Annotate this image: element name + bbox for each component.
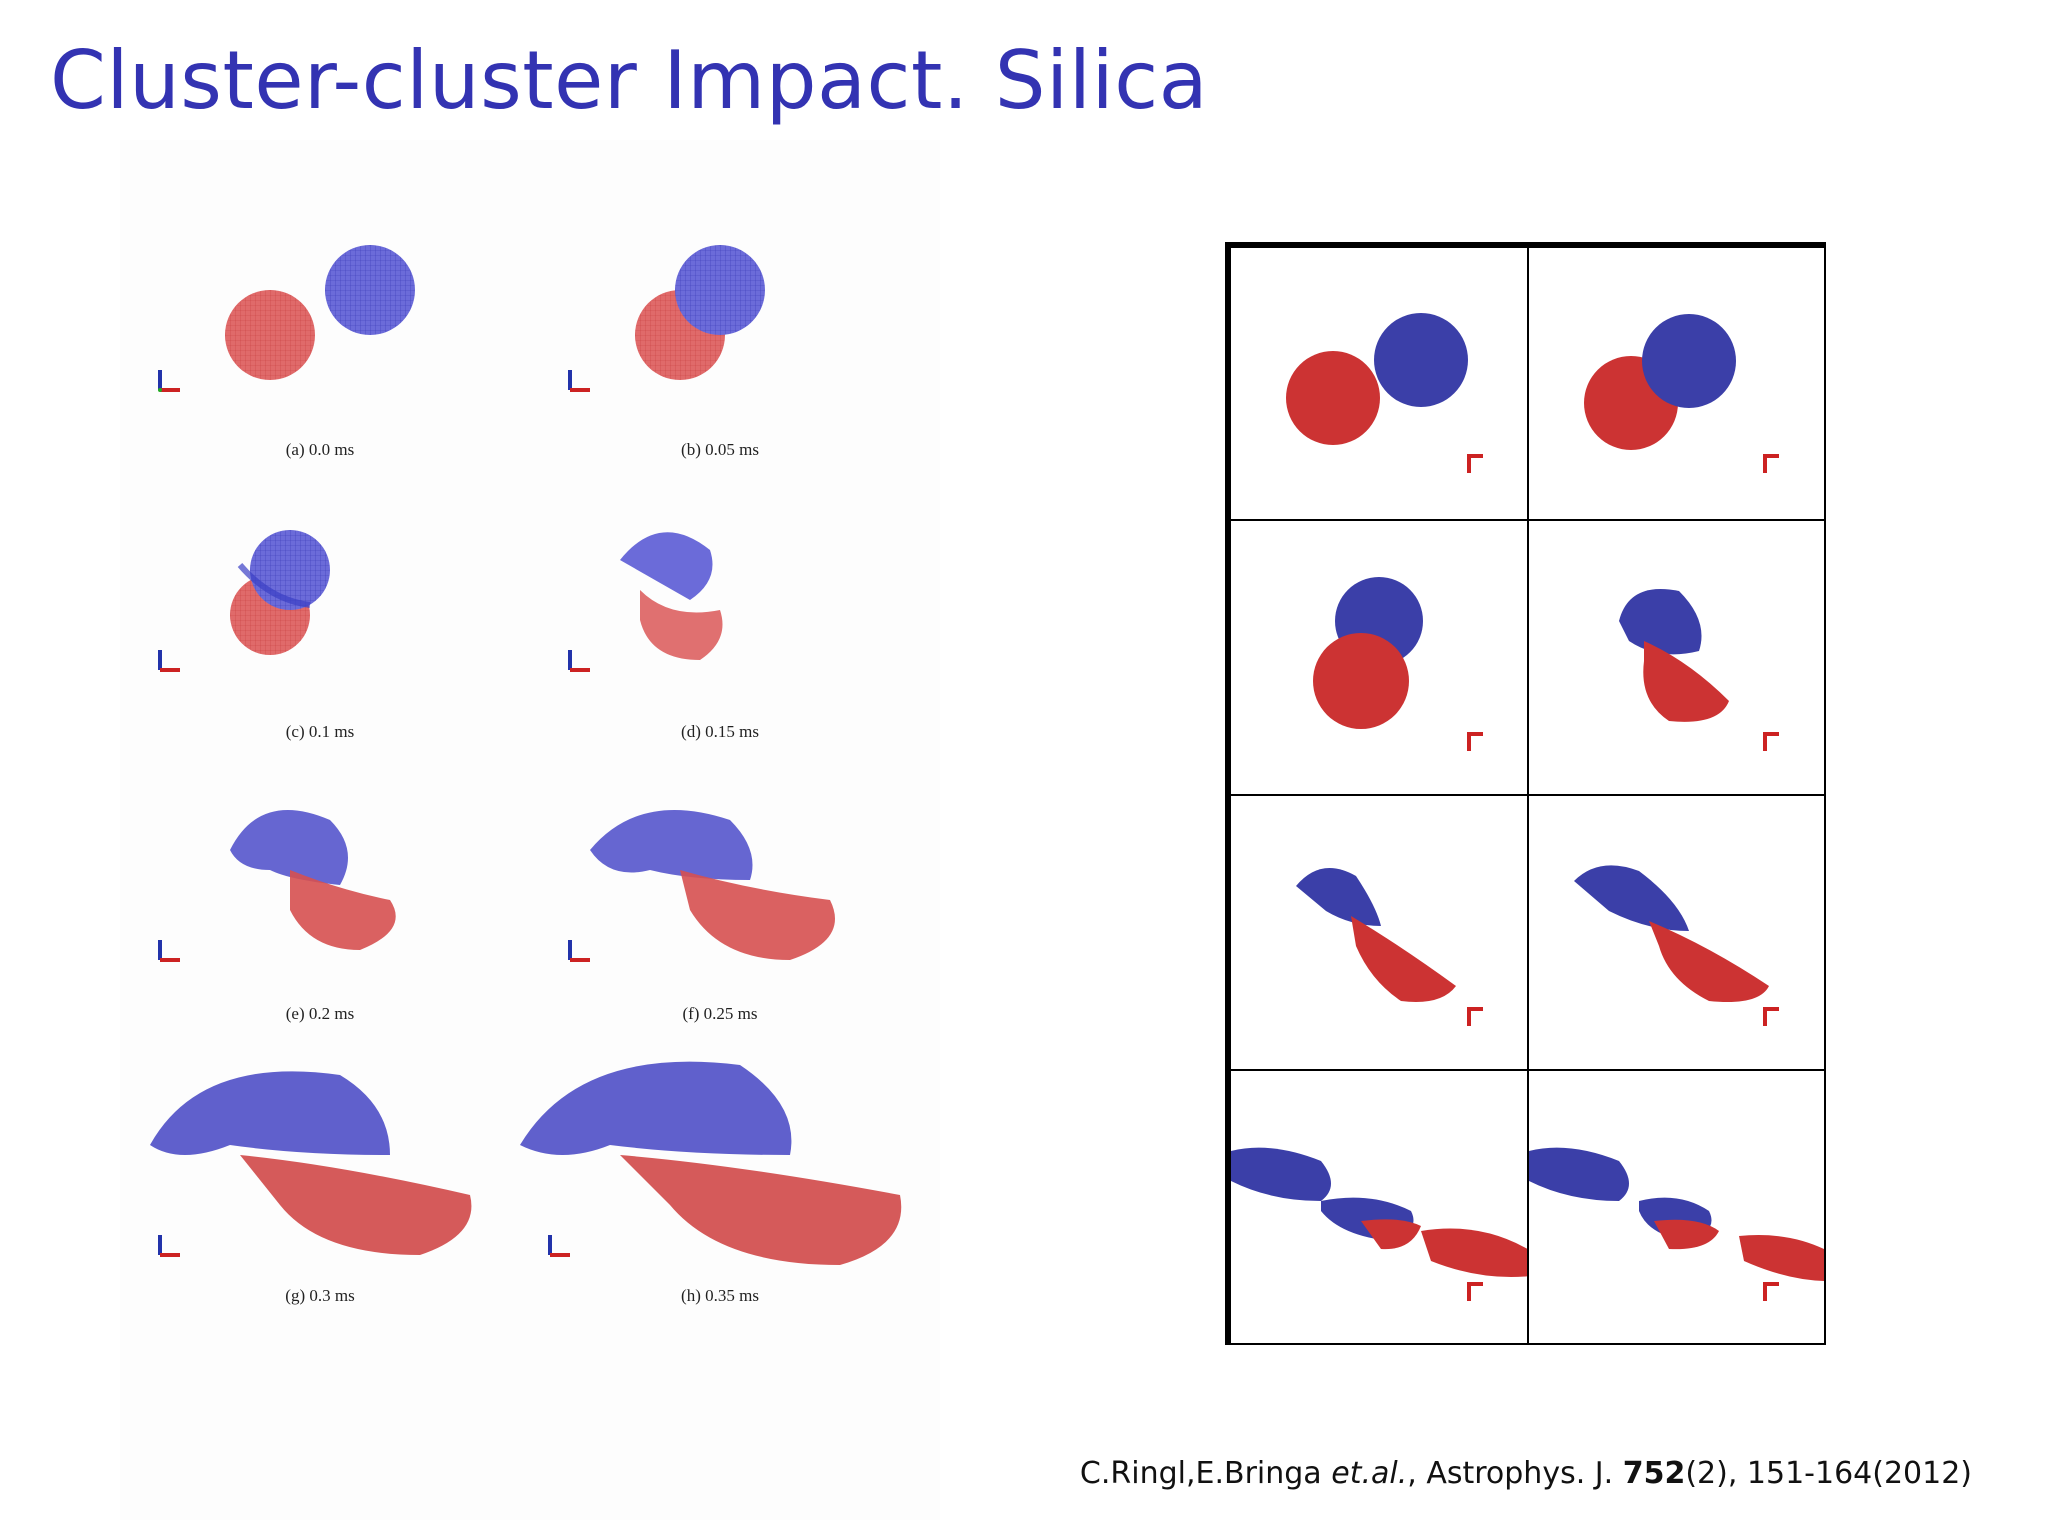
caption-f: (f) 0.25 ms xyxy=(682,1004,758,1023)
grid-cell-r2c2 xyxy=(1527,519,1826,796)
caption-e: (e) 0.2 ms xyxy=(285,1004,355,1023)
citation-volume: 752 xyxy=(1622,1456,1686,1491)
panel-d xyxy=(550,510,930,790)
panel-a xyxy=(140,230,520,510)
panel-e xyxy=(140,790,520,1070)
panel-h xyxy=(520,1045,902,1325)
grid-cell-r2c1 xyxy=(1229,519,1529,796)
panel-d-image xyxy=(568,532,723,672)
citation: C.Ringl,E.Bringa et.al., Astrophys. J. 7… xyxy=(1080,1456,1972,1491)
citation-etal: et.al. xyxy=(1331,1456,1408,1491)
citation-authors: C.Ringl,E.Bringa xyxy=(1079,1456,1332,1491)
panel-f xyxy=(550,790,930,1070)
right-figure-grid xyxy=(1225,242,1826,1345)
caption-a: (a) 0.0 ms xyxy=(285,440,355,459)
caption-g: (g) 0.3 ms xyxy=(285,1286,355,1305)
axis-triad-icon xyxy=(158,370,180,392)
panel-a-image xyxy=(158,245,415,392)
panel-g-image xyxy=(150,1071,472,1257)
caption-c: (c) 0.1 ms xyxy=(285,722,355,741)
caption-b: (b) 0.05 ms xyxy=(681,440,759,459)
panel-c xyxy=(140,510,520,790)
left-figure: (a) 0.0 ms (b) 0.05 ms (c) 0.1 ms xyxy=(120,140,940,1520)
panel-f-image xyxy=(568,810,835,962)
citation-rest: (2), 151-164(2012) xyxy=(1685,1456,1972,1491)
caption-d: (d) 0.15 ms xyxy=(681,722,759,741)
grid-cell-r4c2 xyxy=(1527,1069,1826,1345)
panel-c-image xyxy=(158,530,330,672)
panel-b xyxy=(550,230,930,510)
slide-title: Cluster-cluster Impact. Silica xyxy=(50,34,1209,127)
grid-cell-r3c1 xyxy=(1229,794,1529,1071)
citation-journal: , Astrophys. J. xyxy=(1407,1456,1623,1491)
caption-h: (h) 0.35 ms xyxy=(681,1286,759,1305)
grid-cell-r1c2 xyxy=(1527,246,1826,521)
panel-g xyxy=(140,1045,520,1325)
panel-h-image xyxy=(520,1061,902,1265)
grid-cell-r4c1 xyxy=(1229,1069,1529,1345)
panel-b-image xyxy=(568,245,765,392)
grid-cell-r3c2 xyxy=(1527,794,1826,1071)
panel-e-image xyxy=(158,810,396,962)
grid-cell-r1c1 xyxy=(1229,246,1529,521)
